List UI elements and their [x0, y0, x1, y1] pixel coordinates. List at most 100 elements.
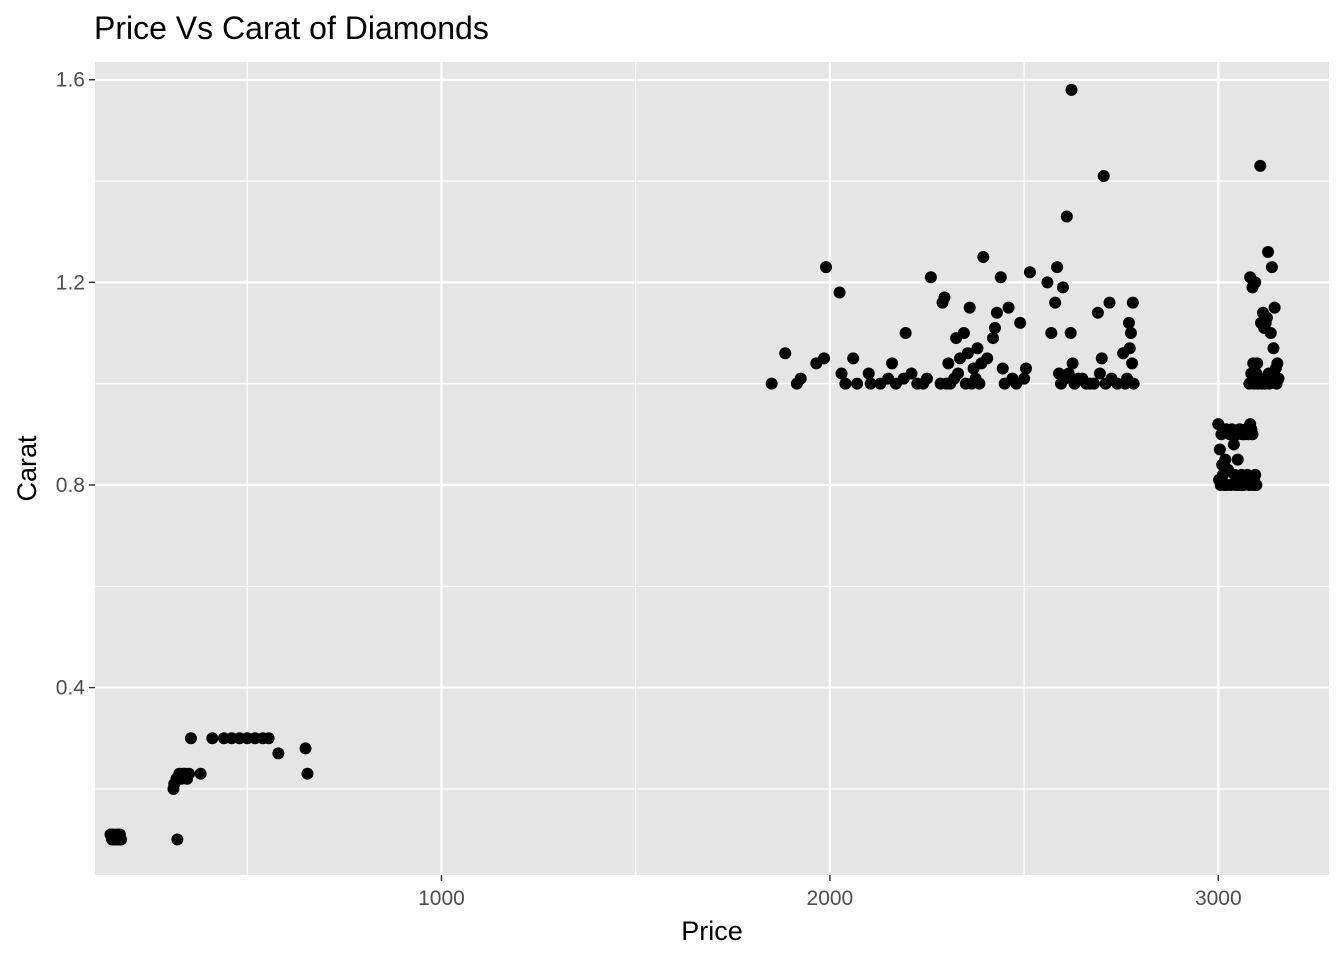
data-point	[262, 732, 275, 745]
y-tick-label: 1.2	[56, 271, 85, 294]
data-point	[987, 332, 1000, 345]
plot-panel	[95, 62, 1329, 875]
y-axis-title: Carat	[12, 435, 42, 502]
data-point	[1213, 443, 1226, 456]
data-point	[973, 377, 986, 390]
data-point	[1064, 327, 1077, 339]
data-point	[1014, 316, 1027, 329]
data-point	[1123, 342, 1136, 355]
data-point	[920, 372, 933, 385]
data-point	[1091, 306, 1104, 319]
data-point	[299, 742, 312, 755]
data-point	[1095, 352, 1108, 365]
data-point	[1056, 281, 1069, 294]
data-point	[1267, 342, 1280, 355]
data-point	[864, 377, 877, 390]
data-point	[1020, 362, 1033, 375]
x-axis-title: Price	[681, 916, 743, 946]
data-point	[851, 377, 864, 390]
data-point	[862, 367, 875, 380]
data-point	[1227, 438, 1240, 451]
y-tick-label: 1.6	[56, 69, 85, 92]
data-point	[779, 347, 792, 360]
data-point	[1051, 261, 1064, 274]
y-tick-label: 0.4	[56, 677, 86, 700]
data-point	[1262, 245, 1275, 258]
data-point	[182, 767, 195, 780]
data-point	[835, 367, 848, 380]
data-point	[1268, 301, 1281, 314]
data-point	[1246, 428, 1259, 441]
data-point	[1097, 169, 1110, 182]
data-point	[996, 362, 1009, 375]
data-point	[820, 261, 833, 274]
data-point	[818, 352, 831, 365]
data-point	[981, 352, 994, 365]
data-point	[971, 342, 984, 355]
data-point	[990, 306, 1003, 319]
data-point	[1254, 159, 1267, 172]
data-point	[1002, 301, 1015, 314]
data-point	[1018, 372, 1031, 385]
data-point	[1250, 478, 1263, 491]
data-point	[1219, 453, 1232, 466]
data-point	[1088, 377, 1101, 390]
data-point	[924, 271, 937, 284]
data-point	[1271, 357, 1284, 370]
data-points	[104, 83, 1285, 846]
data-point	[1062, 367, 1075, 380]
data-point	[765, 377, 778, 390]
data-point	[1126, 357, 1139, 370]
data-point	[1249, 468, 1262, 481]
data-point	[961, 347, 974, 360]
data-point	[988, 321, 1001, 334]
y-axis: 0.4 0.8 1.2 1.6	[56, 69, 95, 700]
data-point	[952, 367, 965, 380]
data-point	[847, 352, 860, 365]
data-point	[1060, 210, 1073, 223]
data-point	[115, 833, 128, 846]
x-tick-label: 2000	[807, 887, 854, 910]
data-point	[301, 767, 314, 780]
data-point	[957, 327, 970, 339]
data-point	[1260, 311, 1273, 324]
data-point	[206, 732, 219, 745]
data-point	[839, 377, 852, 390]
data-point	[977, 251, 990, 264]
data-point	[1065, 83, 1078, 96]
y-tick-label: 0.8	[56, 474, 85, 497]
data-point	[1103, 296, 1116, 309]
data-point	[1249, 276, 1262, 289]
data-point	[1045, 327, 1058, 339]
chart-title: Price Vs Carat of Diamonds	[94, 10, 489, 46]
data-point	[1272, 372, 1285, 385]
data-point	[899, 327, 912, 339]
data-point	[994, 271, 1007, 284]
data-point	[1126, 296, 1139, 309]
data-point	[171, 833, 184, 846]
data-point	[1093, 367, 1106, 380]
data-point	[1066, 357, 1079, 370]
data-point	[938, 291, 951, 304]
data-point	[905, 367, 918, 380]
data-point	[1264, 327, 1277, 339]
data-point	[1023, 266, 1036, 279]
data-point	[1041, 276, 1054, 289]
data-point	[833, 286, 846, 299]
data-point	[1251, 357, 1264, 370]
data-point	[194, 767, 207, 780]
data-point	[1231, 453, 1244, 466]
data-point	[184, 732, 197, 745]
data-point	[886, 357, 899, 370]
data-point	[1124, 327, 1137, 339]
data-point	[942, 357, 955, 370]
data-point	[1049, 296, 1062, 309]
x-tick-label: 1000	[418, 887, 465, 910]
data-point	[794, 372, 807, 385]
data-point	[1127, 377, 1140, 390]
data-point	[1265, 261, 1278, 274]
x-tick-label: 3000	[1195, 887, 1242, 910]
data-point	[272, 747, 285, 760]
data-point	[963, 301, 976, 314]
